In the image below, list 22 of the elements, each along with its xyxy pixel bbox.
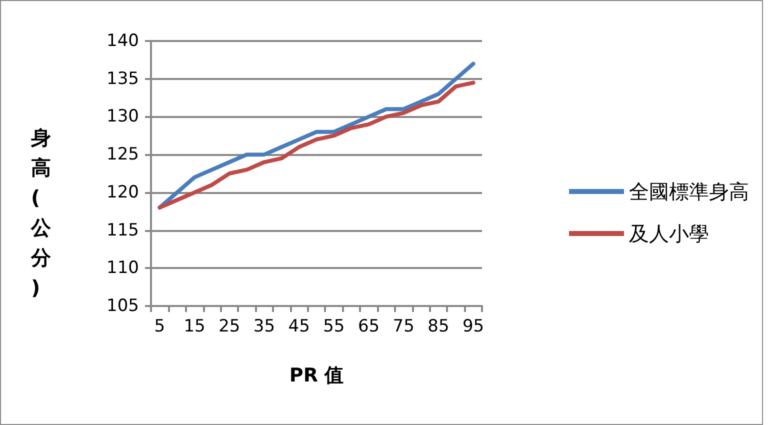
y-tick-label: 125 — [106, 144, 139, 165]
y-tick-label: 135 — [106, 68, 139, 89]
y-tick-label: 105 — [106, 296, 139, 316]
x-tick-label: 95 — [462, 316, 484, 336]
x-tick-label: 55 — [323, 316, 345, 336]
y-tick-label: 130 — [106, 106, 139, 127]
y-tick-label: 110 — [106, 258, 139, 278]
y-tick-label: 120 — [106, 182, 139, 202]
x-tick-label: 5 — [154, 316, 166, 336]
x-tick-label: 65 — [358, 316, 380, 336]
y-axis-title: 身高 (公分) — [30, 126, 52, 300]
y-tick-label: 115 — [106, 220, 139, 240]
x-tick-label: 35 — [253, 316, 276, 336]
x-tick-label: 75 — [392, 316, 414, 336]
legend-label: 及人小學 — [629, 222, 709, 246]
x-axis-title: PR 值 — [289, 364, 344, 386]
x-tick-label: 45 — [288, 316, 310, 336]
y-tick-label: 140 — [106, 31, 139, 51]
x-tick-label: 25 — [218, 316, 240, 336]
legend-label: 全國標準身高 — [629, 180, 749, 204]
x-tick-label: 15 — [184, 316, 206, 336]
x-tick-label: 85 — [428, 316, 450, 336]
